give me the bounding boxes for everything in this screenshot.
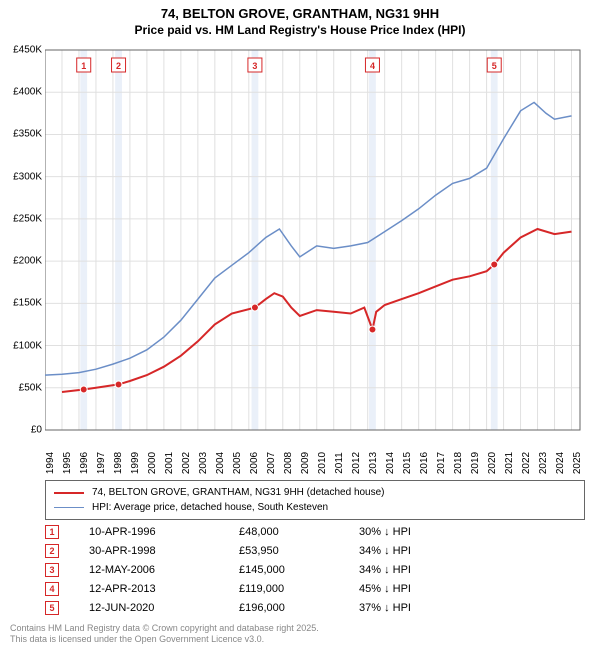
row-hpi: 34% ↓ HPI <box>359 545 479 557</box>
x-tick-label: 1997 <box>96 452 107 474</box>
x-tick-label: 2021 <box>504 452 515 474</box>
legend: 74, BELTON GROVE, GRANTHAM, NG31 9HH (de… <box>45 480 585 520</box>
y-tick-label: £0 <box>31 425 42 436</box>
table-row: 2 30-APR-1998£53,95034% ↓ HPI <box>45 541 585 560</box>
row-hpi: 30% ↓ HPI <box>359 526 479 538</box>
x-tick-label: 2010 <box>317 452 328 474</box>
row-marker: 5 <box>45 601 59 615</box>
svg-text:4: 4 <box>370 61 375 71</box>
footer-license: Contains HM Land Registry data © Crown c… <box>10 623 319 646</box>
footer-line1: Contains HM Land Registry data © Crown c… <box>10 623 319 635</box>
x-tick-label: 1999 <box>130 452 141 474</box>
data-table: 1 10-APR-1996£48,00030% ↓ HPI 2 30-APR-1998… <box>45 522 585 617</box>
y-tick-label: £100K <box>13 340 42 351</box>
legend-label: 74, BELTON GROVE, GRANTHAM, NG31 9HH (de… <box>92 485 385 500</box>
legend-swatch <box>54 492 84 494</box>
row-marker: 2 <box>45 544 59 558</box>
x-tick-label: 2002 <box>181 452 192 474</box>
x-tick-label: 2004 <box>215 452 226 474</box>
row-price: £48,000 <box>239 526 359 538</box>
x-tick-label: 2018 <box>453 452 464 474</box>
svg-text:3: 3 <box>252 61 257 71</box>
svg-text:5: 5 <box>492 61 497 71</box>
y-tick-label: £450K <box>13 45 42 56</box>
row-date: 12-MAY-2006 <box>89 564 239 576</box>
row-marker: 1 <box>45 525 59 539</box>
y-tick-label: £400K <box>13 87 42 98</box>
page-container: 74, BELTON GROVE, GRANTHAM, NG31 9HH Pri… <box>0 0 600 650</box>
x-tick-label: 2012 <box>351 452 362 474</box>
x-tick-label: 2008 <box>283 452 294 474</box>
table-row: 1 10-APR-1996£48,00030% ↓ HPI <box>45 522 585 541</box>
x-tick-label: 1996 <box>79 452 90 474</box>
table-row: 3 12-MAY-2006£145,00034% ↓ HPI <box>45 560 585 579</box>
row-marker: 3 <box>45 563 59 577</box>
svg-text:2: 2 <box>116 61 121 71</box>
x-tick-label: 2022 <box>521 452 532 474</box>
x-tick-label: 2024 <box>555 452 566 474</box>
x-tick-label: 1994 <box>45 452 56 474</box>
table-row: 4 12-APR-2013£119,00045% ↓ HPI <box>45 579 585 598</box>
y-tick-label: £50K <box>19 382 42 393</box>
y-tick-label: £300K <box>13 171 42 182</box>
y-tick-label: £150K <box>13 298 42 309</box>
legend-swatch <box>54 507 84 509</box>
chart-svg: 1 2 3 4 5 <box>45 45 585 435</box>
x-tick-label: 2000 <box>147 452 158 474</box>
table-row: 5 12-JUN-2020£196,00037% ↓ HPI <box>45 598 585 617</box>
x-tick-label: 2003 <box>198 452 209 474</box>
x-tick-label: 2020 <box>487 452 498 474</box>
title-line1: 74, BELTON GROVE, GRANTHAM, NG31 9HH <box>0 6 600 23</box>
row-date: 10-APR-1996 <box>89 526 239 538</box>
row-date: 12-APR-2013 <box>89 583 239 595</box>
row-price: £53,950 <box>239 545 359 557</box>
svg-text:1: 1 <box>81 61 86 71</box>
footer-line2: This data is licensed under the Open Gov… <box>10 634 319 646</box>
x-tick-label: 2006 <box>249 452 260 474</box>
x-tick-label: 1998 <box>113 452 124 474</box>
legend-item: HPI: Average price, detached house, Sout… <box>54 500 576 515</box>
x-tick-label: 2023 <box>538 452 549 474</box>
row-hpi: 34% ↓ HPI <box>359 564 479 576</box>
x-tick-label: 2013 <box>368 452 379 474</box>
x-tick-label: 2001 <box>164 452 175 474</box>
row-price: £196,000 <box>239 602 359 614</box>
row-date: 12-JUN-2020 <box>89 602 239 614</box>
x-tick-label: 1995 <box>62 452 73 474</box>
chart-title: 74, BELTON GROVE, GRANTHAM, NG31 9HH Pri… <box>0 0 600 38</box>
x-tick-label: 2005 <box>232 452 243 474</box>
y-tick-label: £250K <box>13 213 42 224</box>
legend-label: HPI: Average price, detached house, Sout… <box>92 500 328 515</box>
y-tick-label: £350K <box>13 129 42 140</box>
row-price: £145,000 <box>239 564 359 576</box>
row-price: £119,000 <box>239 583 359 595</box>
x-tick-label: 2019 <box>470 452 481 474</box>
title-line2: Price paid vs. HM Land Registry's House … <box>0 23 600 39</box>
legend-item: 74, BELTON GROVE, GRANTHAM, NG31 9HH (de… <box>54 485 576 500</box>
x-tick-label: 2016 <box>419 452 430 474</box>
row-hpi: 45% ↓ HPI <box>359 583 479 595</box>
x-tick-label: 2017 <box>436 452 447 474</box>
x-tick-label: 2011 <box>334 452 345 474</box>
x-tick-label: 2014 <box>385 452 396 474</box>
row-marker: 4 <box>45 582 59 596</box>
row-date: 30-APR-1998 <box>89 545 239 557</box>
x-tick-label: 2015 <box>402 452 413 474</box>
chart-area: 1 2 3 4 5 <box>45 45 585 435</box>
x-tick-label: 2007 <box>266 452 277 474</box>
x-tick-label: 2009 <box>300 452 311 474</box>
y-tick-label: £200K <box>13 256 42 267</box>
row-hpi: 37% ↓ HPI <box>359 602 479 614</box>
x-tick-label: 2025 <box>572 452 583 474</box>
